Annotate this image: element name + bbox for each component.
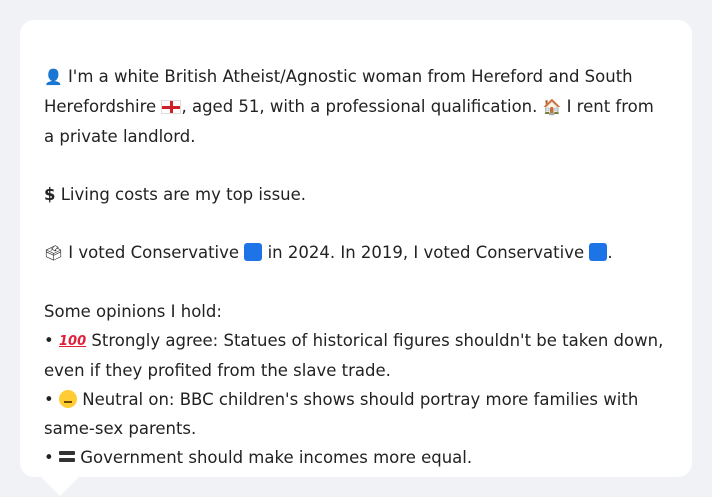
blue-square-icon [589, 243, 608, 261]
persona-card: 👤 I'm a white British Atheist/Agnostic w… [20, 20, 692, 477]
house-icon: 🏠 [542, 98, 562, 116]
dollar-icon: $ [44, 185, 56, 204]
opinion-item: • Neutral on: BBC children's shows shoul… [44, 385, 668, 443]
profile-text-a: I'm a white British Atheist/Agnostic wom… [44, 67, 633, 116]
bullet: • [44, 448, 54, 467]
opinion-text: Neutral on: BBC children's shows should … [44, 390, 639, 438]
vote-text-c: . [607, 243, 613, 262]
bullet: • [44, 390, 54, 409]
profile-text-b: , aged 51, with a professional qualifica… [181, 97, 538, 116]
person-icon: 👤 [44, 68, 63, 86]
profile-paragraph: 👤 I'm a white British Atheist/Agnostic w… [44, 62, 668, 151]
issue-text: Living costs are my top issue. [60, 185, 307, 204]
opinions-header: Some opinions I hold: [44, 302, 222, 321]
equals-icon [58, 451, 75, 463]
opinion-item: • 100 Strongly agree: Statues of histori… [44, 326, 668, 385]
opinion-item: • Government should make incomes more eq… [44, 443, 668, 472]
vote-text-a: I voted Conservative [68, 243, 240, 262]
blue-square-icon [244, 243, 263, 261]
vote-paragraph: 🗳 I voted Conservative in 2024. In 2019,… [44, 238, 668, 268]
speech-bubble-tail [40, 476, 80, 496]
bullet: • [44, 331, 54, 350]
ballot-box-icon: 🗳 [44, 244, 64, 262]
hundred-points-icon: 100 [58, 334, 87, 349]
opinion-text: Government should make incomes more equa… [80, 448, 473, 467]
opinion-text: Strongly agree: Statues of historical fi… [44, 331, 664, 380]
profile-text-c: I rent from a private landlord. [44, 97, 654, 146]
england-flag-icon [161, 100, 182, 114]
vote-text-b: in 2024. In 2019, I voted Conservative [267, 243, 585, 262]
issue-paragraph: $ Living costs are my top issue. [44, 180, 668, 209]
neutral-face-icon [58, 390, 77, 408]
